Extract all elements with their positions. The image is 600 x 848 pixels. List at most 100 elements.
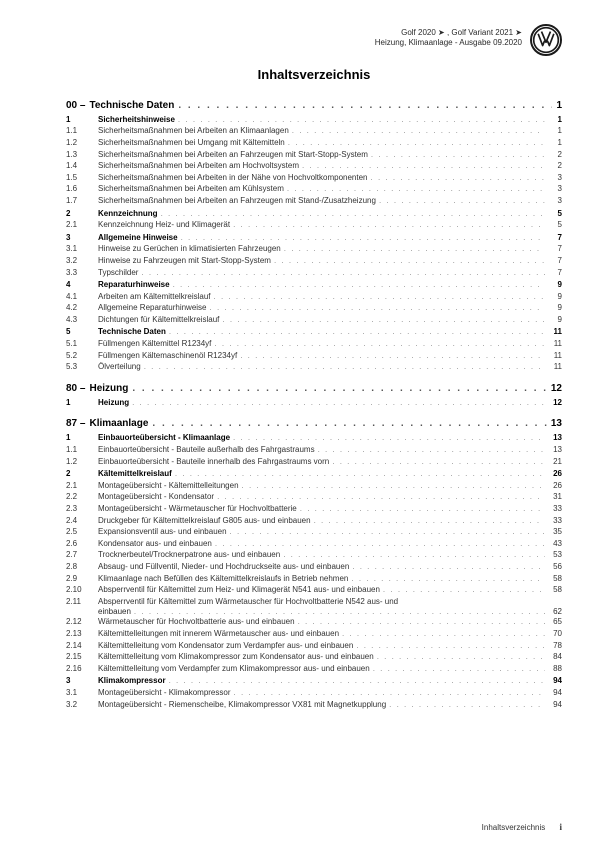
row-text: Kältemittelleitung vom Verdampfer zum Kl… xyxy=(98,663,370,675)
toc-row: 2.8Absaug- und Füllventil, Nieder- und H… xyxy=(66,561,562,573)
row-page: 58 xyxy=(548,573,562,585)
row-text: Hinweise zu Gerüchen in klimatisierten F… xyxy=(98,243,281,255)
row-page: 53 xyxy=(548,549,562,561)
row-page: 56 xyxy=(548,561,562,573)
row-num: 5.2 xyxy=(66,350,98,362)
section-num: 80 – xyxy=(66,383,85,394)
row-page: 13 xyxy=(548,444,562,456)
row-page: 33 xyxy=(548,503,562,515)
row-page: 7 xyxy=(548,267,562,279)
row-page: 3 xyxy=(548,195,562,207)
row-text: Kennzeichnung xyxy=(98,208,158,220)
section-title: Heizung xyxy=(85,383,128,394)
leader-dots: . . . . . . . . . . . . . . . . . . . . … xyxy=(181,232,545,244)
row-text: Füllmengen Kältemittel R1234yf xyxy=(98,338,211,350)
row-page: 1 xyxy=(548,125,562,137)
row-text: Allgemeine Hinweise xyxy=(98,232,178,244)
row-num: 1 xyxy=(66,397,98,409)
row-page: 21 xyxy=(548,456,562,468)
toc-sections: 00 –Technische Daten. . . . . . . . . . … xyxy=(66,100,562,710)
row-num: 4.3 xyxy=(66,314,98,326)
row-num: 3.2 xyxy=(66,255,98,267)
toc-row: 1Heizung. . . . . . . . . . . . . . . . … xyxy=(66,397,562,409)
row-page: 26 xyxy=(548,468,562,480)
toc-row: 3Klimakompressor. . . . . . . . . . . . … xyxy=(66,675,562,687)
toc-row: 1.1Sicherheitsmaßnahmen bei Arbeiten an … xyxy=(66,125,562,137)
section-page: 13 xyxy=(551,418,562,429)
row-text: Sicherheitsmaßnahmen bei Arbeiten an Kli… xyxy=(98,125,289,137)
row-page: 9 xyxy=(548,279,562,291)
row-text: Füllmengen Kältemaschinenöl R1234yf xyxy=(98,350,237,362)
toc-row: 3.1Montageübersicht - Klimakompressor. .… xyxy=(66,687,562,699)
row-text: Allgemeine Reparaturhinweise xyxy=(98,302,207,314)
row-page: 43 xyxy=(548,538,562,550)
toc-section-head: 00 –Technische Daten. . . . . . . . . . … xyxy=(66,100,562,111)
toc-row: 5Technische Daten. . . . . . . . . . . .… xyxy=(66,326,562,338)
toc-row: 2.3Montageübersicht - Wärmetauscher für … xyxy=(66,503,562,515)
toc-row: 2.10Absperrventil für Kältemittel zum He… xyxy=(66,584,562,596)
row-page: 1 xyxy=(548,114,562,126)
leader-dots: . . . . . . . . . . . . . . . . . . . . … xyxy=(371,149,545,161)
leader-dots: . . . . . . . . . . . . . . . . . . . . … xyxy=(242,480,545,492)
toc-row: 1.1Einbauorteübersicht - Bauteile außerh… xyxy=(66,444,562,456)
toc-row: 2Kennzeichnung. . . . . . . . . . . . . … xyxy=(66,208,562,220)
leader-dots: . . . . . . . . . . . . . . . . . . . . … xyxy=(292,125,545,137)
row-num: 2.7 xyxy=(66,549,98,561)
toc-row: 4Reparaturhinweise. . . . . . . . . . . … xyxy=(66,279,562,291)
leader-dots: . . . . . . . . . . . . . . . . . . . . … xyxy=(379,195,545,207)
row-page: 1 xyxy=(548,137,562,149)
row-text: Sicherheitsmaßnahmen bei Arbeiten am Küh… xyxy=(98,183,284,195)
row-num: 2 xyxy=(66,468,98,480)
leader-dots: . . . . . . . . . . . . . . . . . . . . … xyxy=(377,651,545,663)
toc-row: 2.7Trocknerbeutel/Trocknerpatrone aus- u… xyxy=(66,549,562,561)
row-page: 78 xyxy=(548,640,562,652)
section-num: 87 – xyxy=(66,418,85,429)
row-text: Hinweise zu Fahrzeugen mit Start-Stopp-S… xyxy=(98,255,271,267)
row-num: 2.5 xyxy=(66,526,98,538)
row-text: Sicherheitsmaßnahmen bei Umgang mit Kält… xyxy=(98,137,285,149)
row-text: Heizung xyxy=(98,397,129,409)
leader-dots: . . . . . . . . . . . . . . . . . . . . … xyxy=(332,456,545,468)
row-text: Arbeiten am Kältemittelkreislauf xyxy=(98,291,211,303)
row-page: 9 xyxy=(548,302,562,314)
vw-logo-icon xyxy=(530,24,562,56)
row-num: 5.3 xyxy=(66,361,98,373)
row-text: Kältemittelkreislauf xyxy=(98,468,172,480)
row-num: 1.1 xyxy=(66,444,98,456)
leader-dots: . . . . . . . . . . . . . . . . . . . . … xyxy=(383,584,545,596)
toc-row: 2.12Wärmetauscher für Hochvoltbatterie a… xyxy=(66,616,562,628)
toc-row: 1.7Sicherheitsmaßnahmen bei Arbeiten an … xyxy=(66,195,562,207)
row-num: 4.1 xyxy=(66,291,98,303)
leader-dots: . . . . . . . . . . . . . . . . . . . . … xyxy=(298,616,545,628)
row-text: Reparaturhinweise xyxy=(98,279,170,291)
leader-dots: . . . . . . . . . . . . . . . . . . . . … xyxy=(134,607,545,616)
row-text: Montageübersicht - Klimakompressor xyxy=(98,687,231,699)
leader-dots: . . . . . . . . . . . . . . . . . . . . … xyxy=(233,432,545,444)
leader-dots: . . . . . . . . . . . . . . . . . . . . … xyxy=(314,515,545,527)
row-num: 3 xyxy=(66,232,98,244)
toc-row: 5.3Ölverteilung. . . . . . . . . . . . .… xyxy=(66,361,562,373)
row-num: 2.13 xyxy=(66,628,98,640)
row-num: 4 xyxy=(66,279,98,291)
row-num: 1.3 xyxy=(66,149,98,161)
leader-dots: . . . . . . . . . . . . . . . . . . . . … xyxy=(152,418,546,429)
row-text: Absperrventil für Kältemittel zum Heiz- … xyxy=(98,584,380,596)
leader-dots: . . . . . . . . . . . . . . . . . . . . … xyxy=(215,538,545,550)
row-text: Absaug- und Füllventil, Nieder- und Hoch… xyxy=(98,561,349,573)
toc-row: 2.2Montageübersicht - Kondensator. . . .… xyxy=(66,491,562,503)
leader-dots: . . . . . . . . . . . . . . . . . . . . … xyxy=(318,444,545,456)
row-text: Sicherheitsmaßnahmen bei Arbeiten an Fah… xyxy=(98,195,376,207)
row-page: 9 xyxy=(548,314,562,326)
row-text: Klimaanlage nach Befüllen des Kältemitte… xyxy=(98,573,348,585)
page-footer: Inhaltsverzeichnis i xyxy=(482,822,562,832)
toc-row: 1Einbauorteübersicht - Klimaanlage. . . … xyxy=(66,432,562,444)
row-num: 2.4 xyxy=(66,515,98,527)
row-text: Ölverteilung xyxy=(98,361,141,373)
row-page: 11 xyxy=(548,326,562,338)
toc-row: 2.1Montageübersicht - Kältemittelleitung… xyxy=(66,480,562,492)
leader-dots: . . . . . . . . . . . . . . . . . . . . … xyxy=(178,114,545,126)
toc-row: 1.6Sicherheitsmaßnahmen bei Arbeiten am … xyxy=(66,183,562,195)
toc-row: 1.5Sicherheitsmaßnahmen bei Arbeiten in … xyxy=(66,172,562,184)
leader-dots: . . . . . . . . . . . . . . . . . . . . … xyxy=(352,561,545,573)
leader-dots: . . . . . . . . . . . . . . . . . . . . … xyxy=(240,350,545,362)
